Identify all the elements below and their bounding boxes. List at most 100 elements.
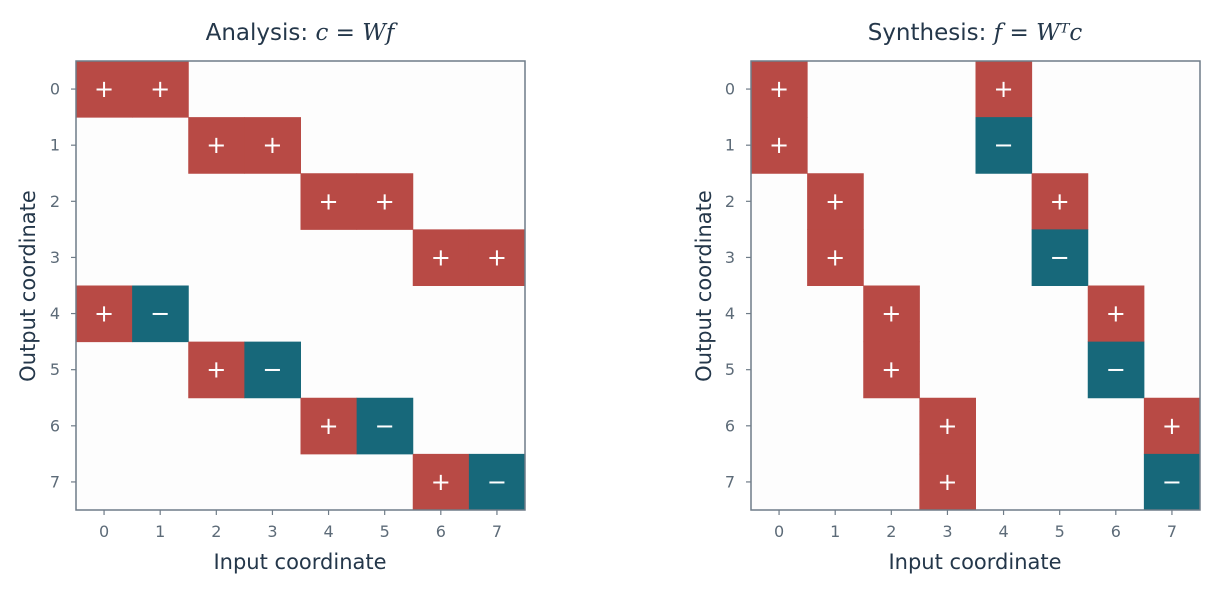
synthesis-title: Synthesis: f = Wᵀc xyxy=(868,20,1083,46)
analysis-cell-r6-c5 xyxy=(356,397,414,455)
analysis-cell-r3-c7 xyxy=(468,229,526,286)
analysis-cell-r6-c4 xyxy=(300,397,358,455)
analysis-cell-sign-r3-c7: + xyxy=(487,243,507,271)
synthesis-y-tick-label: 6 xyxy=(725,416,735,435)
analysis-x-tick-label: 1 xyxy=(155,522,165,541)
analysis-cell-sign-r7-c7: − xyxy=(487,468,507,496)
analysis-title: Analysis: c = Wf xyxy=(206,20,398,46)
analysis-cell-sign-r6-c5: − xyxy=(375,412,395,440)
analysis-cell-sign-r2-c4: + xyxy=(319,187,339,215)
analysis-y-tick-label: 6 xyxy=(50,416,60,435)
analysis-cell-r7-c6 xyxy=(412,453,470,511)
analysis-cell-sign-r6-c4: + xyxy=(319,412,339,440)
synthesis-y-tick-label: 0 xyxy=(725,80,735,99)
synthesis-cell-r0-c0 xyxy=(751,61,808,118)
analysis-cell-sign-r1-c3: + xyxy=(262,131,282,159)
synthesis-y-tick-label: 1 xyxy=(725,136,735,155)
synthesis-x-tick-label: 5 xyxy=(1055,522,1065,541)
analysis-cell-sign-r0-c1: + xyxy=(150,75,170,103)
analysis-y-tick-label: 1 xyxy=(50,136,60,155)
synthesis-cell-sign-r3-c1: + xyxy=(825,243,845,271)
analysis-x-tick-label: 2 xyxy=(211,522,221,541)
analysis-cell-sign-r1-c2: + xyxy=(206,131,226,159)
synthesis-cell-sign-r4-c6: + xyxy=(1106,300,1126,328)
analysis-cells: + + + + + + + + + − + − + − + − xyxy=(76,61,526,511)
analysis-cell-sign-r0-c0: + xyxy=(94,75,114,103)
synthesis-cell-sign-r7-c3: + xyxy=(937,468,957,496)
analysis-x-tick-label: 3 xyxy=(267,522,277,541)
analysis-cell-r2-c5 xyxy=(356,173,414,230)
synthesis-x-tick-label: 0 xyxy=(774,522,784,541)
synthesis-cell-r2-c1 xyxy=(807,173,864,230)
synthesis-cell-r5-c2 xyxy=(863,341,920,399)
synthesis-cell-r3-c5 xyxy=(1031,229,1089,286)
synthesis-cell-sign-r2-c5: + xyxy=(1050,187,1070,215)
analysis-cell-sign-r2-c5: + xyxy=(375,187,395,215)
synthesis-cell-r4-c6 xyxy=(1087,285,1145,343)
analysis-y-tick-label: 3 xyxy=(50,248,60,267)
synthesis-cell-sign-r6-c7: + xyxy=(1162,412,1182,440)
analysis-title-math: c = Wf xyxy=(315,20,397,46)
analysis-y-axis-label: Output coordinate xyxy=(16,190,40,382)
synthesis-cell-r6-c7 xyxy=(1143,397,1201,455)
synthesis-y-ticks: 0 1 2 3 4 5 6 7 xyxy=(725,80,751,491)
analysis-cell-r0-c1 xyxy=(132,61,189,118)
analysis-cell-sign-r5-c3: − xyxy=(262,356,282,384)
synthesis-y-tick-label: 3 xyxy=(725,248,735,267)
synthesis-y-axis-label: Output coordinate xyxy=(692,190,716,382)
analysis-cell-sign-r7-c6: + xyxy=(431,468,451,496)
synthesis-y-tick-label: 7 xyxy=(725,472,735,491)
synthesis-cell-sign-r4-c2: + xyxy=(881,300,901,328)
analysis-x-tick-label: 7 xyxy=(492,522,502,541)
synthesis-cell-sign-r0-c0: + xyxy=(769,75,789,103)
analysis-cell-r1-c3 xyxy=(244,117,301,174)
analysis-cell-r0-c0 xyxy=(76,61,133,118)
synthesis-x-tick-label: 7 xyxy=(1167,522,1177,541)
analysis-y-ticks: 0 1 2 3 4 5 6 7 xyxy=(50,80,76,491)
synthesis-title-math: f = Wᵀc xyxy=(992,20,1083,46)
synthesis-cell-sign-r2-c1: + xyxy=(825,187,845,215)
analysis-cell-sign-r4-c1: − xyxy=(150,300,170,328)
synthesis-cell-r4-c2 xyxy=(863,285,920,343)
analysis-plot-frame xyxy=(75,60,526,511)
analysis-cell-r3-c6 xyxy=(412,229,470,286)
analysis-cell-r1-c2 xyxy=(188,117,245,174)
synthesis-cell-r0-c4 xyxy=(975,61,1033,118)
analysis-cell-r7-c7 xyxy=(468,453,526,511)
synthesis-cell-r2-c5 xyxy=(1031,173,1089,230)
synthesis-x-ticks: 0 1 2 3 4 5 6 7 xyxy=(774,510,1177,541)
synthesis-cell-r1-c4 xyxy=(975,117,1033,174)
synthesis-x-tick-label: 6 xyxy=(1111,522,1121,541)
synthesis-x-tick-label: 4 xyxy=(998,522,1008,541)
analysis-cell-r4-c1 xyxy=(132,285,189,343)
analysis-y-tick-label: 5 xyxy=(50,360,60,379)
analysis-x-ticks: 0 1 2 3 4 5 6 7 xyxy=(99,510,502,541)
synthesis-cell-sign-r1-c0: + xyxy=(769,131,789,159)
analysis-x-tick-label: 5 xyxy=(380,522,390,541)
analysis-y-tick-label: 2 xyxy=(50,192,60,211)
synthesis-cell-r6-c3 xyxy=(919,397,976,455)
synthesis-cell-r5-c6 xyxy=(1087,341,1145,399)
analysis-panel: Analysis: c = Wf + + + + + + + + + − + − + − + − 0 1 2 3 4 5… xyxy=(16,20,526,574)
synthesis-cell-r7-c7 xyxy=(1143,453,1201,511)
synthesis-x-tick-label: 1 xyxy=(830,522,840,541)
synthesis-x-tick-label: 3 xyxy=(942,522,952,541)
synthesis-plot-frame xyxy=(750,60,1201,511)
synthesis-x-tick-label: 2 xyxy=(886,522,896,541)
analysis-cell-sign-r5-c2: + xyxy=(206,356,226,384)
analysis-cell-r5-c3 xyxy=(244,341,301,399)
analysis-y-tick-label: 0 xyxy=(50,80,60,99)
synthesis-cell-sign-r5-c6: − xyxy=(1106,356,1126,384)
synthesis-cell-sign-r5-c2: + xyxy=(881,356,901,384)
analysis-cell-r5-c2 xyxy=(188,341,245,399)
synthesis-y-tick-label: 2 xyxy=(725,192,735,211)
analysis-x-tick-label: 0 xyxy=(99,522,109,541)
synthesis-cell-r1-c0 xyxy=(751,117,808,174)
analysis-x-axis-label: Input coordinate xyxy=(213,550,386,574)
analysis-x-tick-label: 4 xyxy=(323,522,333,541)
synthesis-cell-r3-c1 xyxy=(807,229,864,286)
synthesis-y-tick-label: 5 xyxy=(725,360,735,379)
analysis-y-tick-label: 7 xyxy=(50,472,60,491)
synthesis-title-text: Synthesis: xyxy=(868,20,994,46)
